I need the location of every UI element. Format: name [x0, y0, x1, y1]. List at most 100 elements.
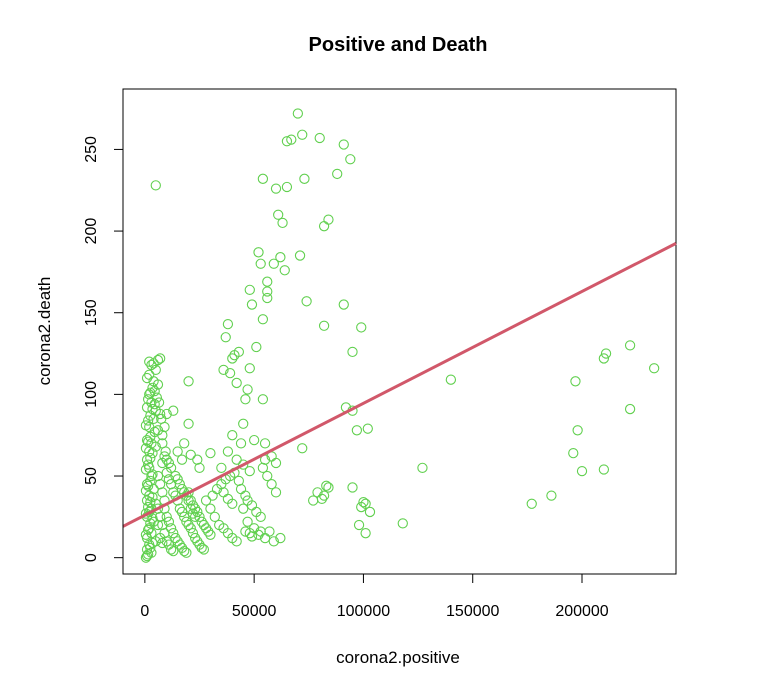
- data-point: [159, 421, 170, 433]
- data-point: [253, 247, 264, 258]
- x-axis: 0 50000 100000 150000 200000: [140, 573, 609, 620]
- data-point: [281, 136, 293, 147]
- data-point: [144, 523, 155, 534]
- data-point: [140, 464, 152, 475]
- data-point: [242, 384, 253, 395]
- data-point: [268, 536, 279, 547]
- data-point: [526, 498, 537, 509]
- data-point: [157, 537, 168, 549]
- data-point: [145, 452, 156, 464]
- data-point: [149, 399, 160, 410]
- data-point: [200, 495, 212, 506]
- x-tick-label: 200000: [555, 603, 608, 620]
- data-point: [148, 413, 159, 425]
- x-tick-label: 0: [140, 603, 149, 620]
- data-point: [292, 108, 304, 119]
- data-point: [189, 511, 201, 522]
- data-point: [246, 299, 258, 310]
- data-point: [140, 420, 152, 431]
- data-point: [185, 503, 196, 514]
- data-point: [147, 513, 158, 524]
- data-point: [321, 480, 332, 491]
- data-point: [600, 348, 612, 359]
- data-point: [209, 511, 220, 522]
- data-point: [189, 503, 201, 514]
- y-tick-label: 250: [83, 136, 100, 163]
- data-point: [146, 470, 157, 482]
- y-tick-label: 150: [83, 299, 100, 326]
- data-point: [150, 364, 161, 376]
- data-point: [155, 532, 166, 544]
- data-point: [624, 340, 636, 351]
- data-point: [183, 519, 194, 531]
- data-point: [570, 376, 581, 387]
- data-point: [140, 443, 152, 454]
- data-point: [145, 410, 156, 421]
- data-point: [161, 536, 172, 547]
- x-tick-label: 150000: [446, 603, 499, 620]
- data-point: [145, 542, 156, 554]
- data-point: [155, 479, 166, 490]
- data-point: [160, 446, 171, 457]
- data-point: [332, 168, 343, 180]
- data-point: [152, 470, 164, 482]
- data-point: [257, 394, 269, 405]
- data-point: [360, 528, 371, 539]
- data-point: [183, 376, 194, 387]
- data-point: [172, 446, 183, 457]
- data-point: [172, 536, 183, 547]
- data-point: [150, 441, 161, 452]
- data-point: [145, 518, 156, 529]
- data-point: [294, 250, 306, 261]
- data-point: [240, 526, 251, 537]
- data-point: [281, 181, 293, 193]
- data-point: [270, 487, 282, 498]
- data-point: [142, 524, 154, 536]
- y-axis: 0 50 100 150 200 250: [83, 136, 124, 562]
- data-point: [624, 403, 636, 415]
- data-point: [255, 526, 266, 537]
- data-point: [152, 379, 164, 390]
- data-point: [157, 487, 168, 498]
- data-point: [152, 519, 164, 531]
- data-point: [227, 430, 238, 441]
- data-point: [257, 314, 269, 325]
- data-point: [259, 438, 271, 449]
- data-point: [323, 214, 334, 225]
- data-point: [155, 353, 166, 364]
- data-point: [244, 465, 255, 477]
- data-point: [155, 408, 166, 420]
- data-point: [266, 479, 277, 490]
- data-point: [275, 252, 286, 263]
- data-point: [176, 454, 188, 465]
- data-point: [185, 449, 196, 460]
- data-point: [318, 221, 330, 232]
- y-axis-label: corona2.death: [35, 277, 54, 386]
- data-point: [142, 415, 154, 426]
- data-point: [168, 405, 179, 416]
- data-point: [194, 511, 205, 522]
- y-tick-label: 100: [83, 381, 100, 408]
- data-point: [364, 506, 376, 518]
- data-point: [168, 487, 179, 498]
- data-point: [183, 418, 194, 429]
- data-point: [170, 470, 181, 482]
- data-point: [231, 536, 242, 547]
- data-point: [238, 418, 249, 429]
- data-point: [151, 392, 163, 403]
- data-point: [205, 503, 216, 514]
- data-point: [262, 292, 273, 304]
- data-point: [235, 438, 247, 449]
- data-point: [233, 475, 244, 487]
- data-point: [174, 503, 185, 514]
- data-point: [141, 372, 153, 384]
- data-point: [174, 479, 185, 490]
- data-point: [149, 385, 160, 397]
- data-point: [142, 501, 154, 513]
- data-point: [323, 482, 334, 493]
- data-point: [572, 425, 583, 436]
- data-point: [231, 377, 242, 389]
- data-point: [179, 511, 190, 522]
- data-point: [192, 454, 203, 465]
